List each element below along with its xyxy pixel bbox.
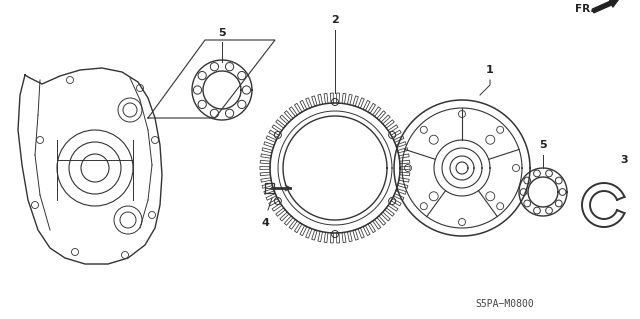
Text: 3: 3 [620,155,628,165]
Text: FR.: FR. [575,4,595,14]
Text: S5PA−M0800: S5PA−M0800 [476,299,534,309]
Text: 5: 5 [539,140,547,150]
Text: 5: 5 [218,28,226,38]
Text: 4: 4 [261,218,269,228]
FancyArrow shape [592,0,618,13]
Text: 2: 2 [331,15,339,25]
Text: 1: 1 [486,65,494,75]
Bar [265,183,274,193]
